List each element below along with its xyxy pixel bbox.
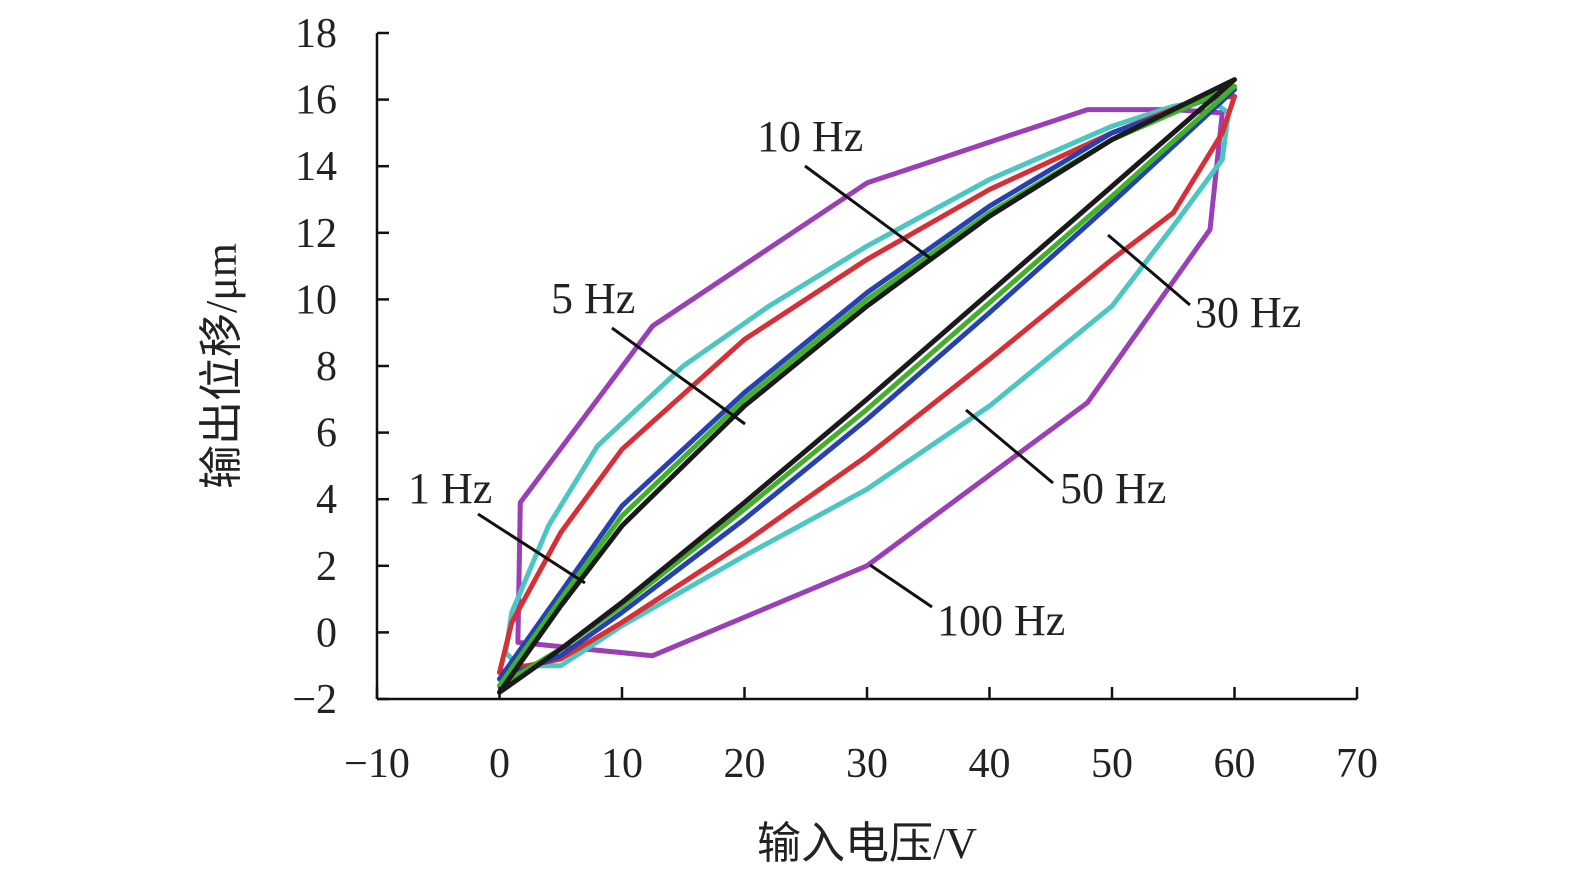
y-axis-title: 输出位移/μm bbox=[197, 243, 246, 489]
x-ticks: −10 0 10 20 30 40 50 60 70 bbox=[344, 687, 1378, 787]
y-tick-label: 18 bbox=[295, 11, 337, 57]
leader-line-100hz bbox=[869, 563, 933, 609]
y-tick-label: 0 bbox=[316, 610, 337, 656]
series-label-100hz: 100 Hz bbox=[937, 596, 1065, 645]
series-label-10hz: 10 Hz bbox=[757, 112, 863, 161]
series-label-30hz: 30 Hz bbox=[1195, 288, 1301, 337]
leader-line-1hz bbox=[477, 512, 586, 585]
y-tick-label: 10 bbox=[295, 277, 337, 323]
y-tick-label: 8 bbox=[316, 344, 337, 390]
series-line-5hz bbox=[497, 83, 1237, 689]
leader-line-50hz bbox=[965, 408, 1054, 485]
leader-line-30hz bbox=[1107, 233, 1191, 307]
y-tick-label: 14 bbox=[295, 144, 337, 190]
x-tick-label: 40 bbox=[969, 741, 1011, 787]
y-tick-label: −2 bbox=[292, 677, 337, 723]
y-tick-label: 6 bbox=[316, 411, 337, 457]
x-tick-label: 60 bbox=[1214, 741, 1256, 787]
x-tick-label: 70 bbox=[1336, 741, 1378, 787]
series-line-1hz bbox=[497, 77, 1237, 695]
y-tick-label: 16 bbox=[295, 78, 337, 124]
x-tick-label: 10 bbox=[601, 741, 643, 787]
series-annotations: 1 Hz 5 Hz 10 Hz 30 Hz 50 Hz 100 Hz bbox=[408, 112, 1301, 645]
curve-layer bbox=[497, 77, 1237, 695]
y-tick-label: 2 bbox=[316, 544, 337, 590]
y-ticks: −2 0 2 4 6 8 10 12 14 16 18 bbox=[292, 11, 389, 723]
x-tick-label: 50 bbox=[1091, 741, 1133, 787]
axes: −10 0 10 20 30 40 50 60 70 −2 0 2 4 6 8 10 12 14 16 18 bbox=[292, 11, 1378, 787]
series-label-50hz: 50 Hz bbox=[1060, 464, 1166, 513]
series-label-5hz: 5 Hz bbox=[551, 274, 635, 323]
y-tick-label: 4 bbox=[316, 477, 337, 523]
x-tick-label: 20 bbox=[724, 741, 766, 787]
series-line-30hz bbox=[497, 93, 1237, 675]
leader-line-10hz bbox=[804, 164, 931, 260]
series-label-1hz: 1 Hz bbox=[408, 464, 492, 513]
x-tick-label: 30 bbox=[846, 741, 888, 787]
x-axis-title: 输入电压/V bbox=[757, 819, 977, 868]
y-tick-label: 12 bbox=[295, 211, 337, 257]
leader-line-5hz bbox=[611, 326, 746, 426]
x-tick-label: −10 bbox=[344, 741, 410, 787]
x-tick-label: 0 bbox=[489, 741, 510, 787]
